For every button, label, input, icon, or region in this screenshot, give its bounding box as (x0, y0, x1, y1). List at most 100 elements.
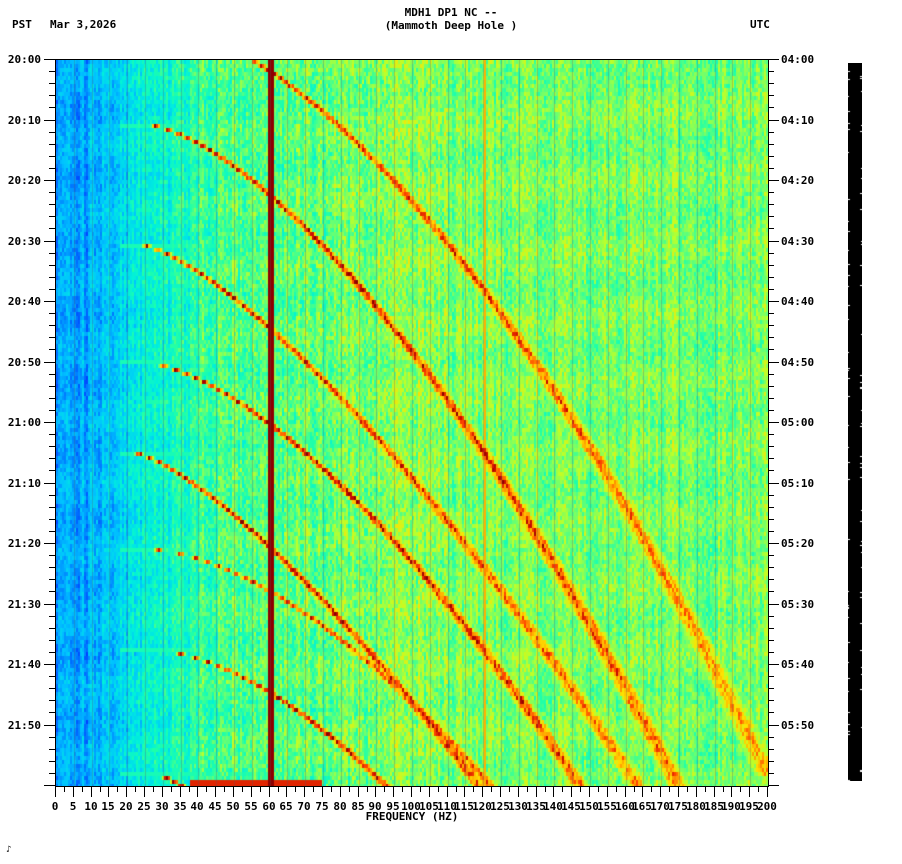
frequency-major-tick (126, 786, 127, 797)
right-axis-minor-tick (768, 737, 774, 738)
right-time-label: 04:00 (781, 53, 815, 66)
spectrogram-plot[interactable] (55, 59, 769, 787)
frequency-minor-tick (438, 786, 439, 792)
frequency-minor-tick (224, 786, 225, 792)
frequency-label: 95 (386, 800, 400, 813)
right-axis-minor-tick (768, 749, 774, 750)
frequency-major-tick (340, 786, 341, 797)
frequency-minor-tick (242, 786, 243, 792)
right-axis-major-tick (768, 59, 779, 60)
left-axis-minor-tick (49, 628, 55, 629)
right-axis-minor-tick (768, 107, 774, 108)
left-axis-minor-tick (49, 749, 55, 750)
frequency-label: 125 (490, 800, 510, 813)
frequency-major-tick (714, 786, 715, 797)
frequency-major-tick (269, 786, 270, 797)
left-time-label: 20:50 (7, 356, 41, 369)
frequency-minor-tick (260, 786, 261, 792)
right-axis-minor-tick (768, 265, 774, 266)
frequency-major-tick (536, 786, 537, 797)
right-axis-minor-tick (768, 700, 774, 701)
left-axis-minor-tick (49, 374, 55, 375)
left-axis-minor-tick (49, 712, 55, 713)
left-axis-major-tick (44, 664, 55, 665)
frequency-minor-tick (562, 786, 563, 792)
frequency-major-tick (375, 786, 376, 797)
left-time-label: 21:10 (7, 477, 41, 490)
frequency-major-tick (642, 786, 643, 797)
left-axis-major-tick (44, 241, 55, 242)
left-axis-minor-tick (49, 616, 55, 617)
right-axis-minor-tick (768, 216, 774, 217)
left-axis-minor-tick (49, 761, 55, 762)
left-time-axis: 20:00 20:10 20:20 20:30 20:40 20:50 21:00 21:10… (0, 53, 55, 787)
frequency-label: 30 (155, 800, 169, 813)
frequency-label: 150 (579, 800, 599, 813)
right-axis-minor-tick (768, 192, 774, 193)
right-axis-minor-tick (768, 156, 774, 157)
left-axis-minor-tick (49, 773, 55, 774)
right-axis-minor-tick (768, 495, 774, 496)
right-axis-major-tick (768, 180, 779, 181)
frequency-label: 100 (401, 800, 421, 813)
frequency-major-tick (197, 786, 198, 797)
right-axis-minor-tick (768, 144, 774, 145)
right-axis-major-tick (768, 301, 779, 302)
frequency-label: 45 (208, 800, 222, 813)
left-axis-minor-tick (49, 132, 55, 133)
right-axis-minor-tick (768, 640, 774, 641)
left-axis-minor-tick (49, 386, 55, 387)
left-time-label: 20:00 (7, 53, 41, 66)
right-time-label: 05:10 (781, 477, 815, 490)
left-time-label: 20:40 (7, 295, 41, 308)
frequency-major-tick (144, 786, 145, 797)
left-axis-major-tick (44, 543, 55, 544)
frequency-major-tick (180, 786, 181, 797)
right-time-label: 04:40 (781, 295, 815, 308)
frequency-minor-tick (598, 786, 599, 792)
frequency-minor-tick (206, 786, 207, 792)
left-axis-minor-tick (49, 555, 55, 556)
left-time-label: 21:30 (7, 598, 41, 611)
left-axis-minor-tick (49, 156, 55, 157)
left-axis-minor-tick (49, 71, 55, 72)
right-axis-minor-tick (768, 616, 774, 617)
frequency-major-tick (73, 786, 74, 797)
frequency-minor-tick (313, 786, 314, 792)
right-axis-minor-tick (768, 761, 774, 762)
frequency-label: 175 (668, 800, 688, 813)
right-axis-minor-tick (768, 410, 774, 411)
frequency-major-tick (767, 786, 768, 797)
frequency-label: 20 (119, 800, 133, 813)
right-axis-minor-tick (768, 277, 774, 278)
frequency-label: 70 (297, 800, 311, 813)
left-axis-minor-tick (49, 519, 55, 520)
left-axis-minor-tick (49, 325, 55, 326)
frequency-label: 65 (279, 800, 293, 813)
frequency-major-tick (731, 786, 732, 797)
frequency-minor-tick (295, 786, 296, 792)
frequency-minor-tick (527, 786, 528, 792)
frequency-major-tick (696, 786, 697, 797)
left-axis-major-tick (44, 725, 55, 726)
left-axis-major-tick (44, 785, 55, 786)
left-axis-minor-tick (49, 591, 55, 592)
frequency-minor-tick (171, 786, 172, 792)
frequency-major-tick (286, 786, 287, 797)
frequency-minor-tick (278, 786, 279, 792)
frequency-major-tick (233, 786, 234, 797)
right-axis-minor-tick (768, 95, 774, 96)
frequency-minor-tick (491, 786, 492, 792)
left-axis-major-tick (44, 180, 55, 181)
frequency-minor-tick (420, 786, 421, 792)
frequency-label: 55 (244, 800, 258, 813)
right-axis-major-tick (768, 362, 779, 363)
frequency-major-tick (108, 786, 109, 797)
frequency-label: 190 (721, 800, 741, 813)
right-time-axis: 04:00 04:10 04:20 04:30 04:40 04:50 05:00 05:10… (768, 53, 848, 787)
right-axis-minor-tick (768, 83, 774, 84)
frequency-minor-tick (384, 786, 385, 792)
frequency-minor-tick (456, 786, 457, 792)
right-axis-major-tick (768, 604, 779, 605)
frequency-major-tick (749, 786, 750, 797)
